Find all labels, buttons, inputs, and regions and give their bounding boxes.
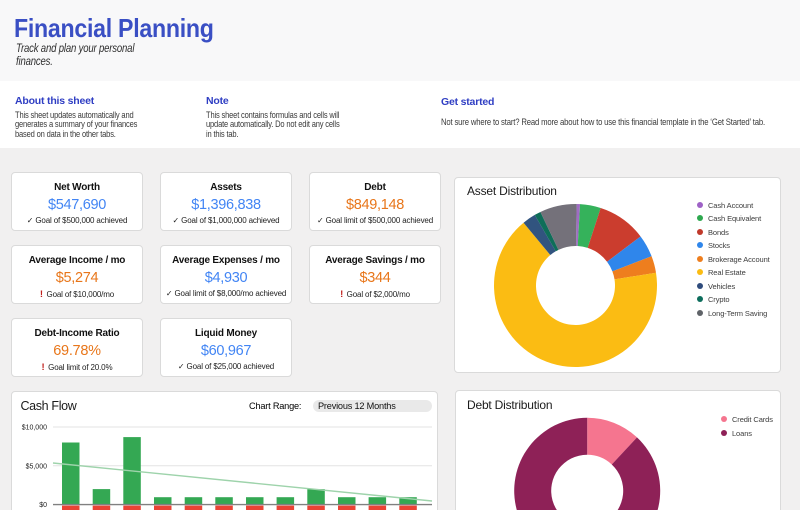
svg-text:$0: $0	[39, 502, 47, 509]
svg-text:$10,000: $10,000	[22, 425, 47, 432]
svg-text:$5,000: $5,000	[26, 463, 48, 470]
